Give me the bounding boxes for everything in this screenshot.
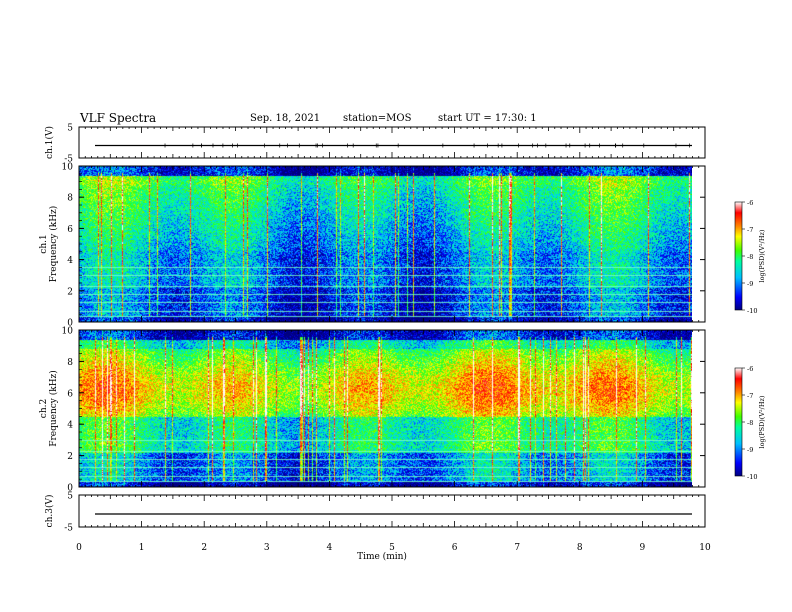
x-tick-label: 4: [327, 543, 333, 553]
y-axis-label: ch.1Frequency (kHz): [39, 206, 59, 283]
y-tick-label: 6: [67, 225, 73, 235]
date-label: Sep. 18, 2021: [250, 113, 321, 124]
x-axis-label: Time (min): [357, 551, 407, 562]
y-tick-label: -5: [64, 524, 73, 534]
y-tick-label: 6: [67, 389, 73, 399]
colorbar-tick-label: -6: [747, 365, 753, 373]
spectrogram-image: [79, 166, 692, 322]
start-time-label: start UT = 17:30: 1: [438, 113, 537, 124]
colorbar-tick-label: -7: [747, 392, 753, 400]
y-tick-label: 0: [67, 319, 73, 329]
spectrogram-image: [79, 330, 692, 487]
y-tick-label: 0: [67, 484, 73, 494]
colorbar-tick-label: -8: [747, 253, 753, 261]
y-axis-label-line: Frequency (kHz): [48, 206, 59, 283]
y-tick-label: 4: [67, 421, 73, 431]
x-tick-label: 10: [699, 543, 711, 553]
colorbar: -6 -7 -8 -9 -10 log(PSD)(V²/Hz): [734, 365, 766, 481]
x-tick-label: 1: [139, 543, 145, 553]
colorbar-tick-label: -7: [747, 226, 753, 234]
chart-title: VLF Spectra: [80, 111, 157, 125]
y-axis-label: ch.2Frequency (kHz): [39, 370, 59, 447]
panel-ch1-voltage: 5 -5 ch.1(V): [44, 124, 706, 165]
y-tick-label: -5: [64, 155, 73, 165]
y-axis-label-line: Frequency (kHz): [48, 370, 59, 447]
x-tick-label: 9: [640, 543, 646, 553]
y-tick-label: 10: [62, 163, 74, 173]
colorbar-tick-label: -9: [747, 280, 753, 288]
colorbar-bar: [734, 201, 743, 311]
y-tick-label: 8: [67, 194, 73, 204]
colorbar: -6 -7 -8 -9 -10 log(PSD)(V²/Hz): [734, 199, 766, 315]
station-label: station=MOS: [343, 113, 412, 124]
x-tick-label: 5: [389, 543, 395, 553]
colorbar-label: log(PSD)(V²/Hz): [758, 229, 766, 282]
y-tick-label: 10: [62, 327, 74, 337]
y-tick-label: 5: [67, 492, 73, 502]
x-tick-label: 2: [201, 543, 207, 553]
x-tick-label: 8: [577, 543, 583, 553]
y-tick-label: 5: [67, 124, 73, 134]
y-tick-label: 2: [67, 287, 73, 297]
panel-ch1-spectrogram: 0 2 4 6 8 10 ch.1Frequency (kHz) -6 -7 -8 -9 -10 log…: [39, 163, 766, 329]
panel-ch3-voltage: 5 -5 ch.3(V): [44, 492, 706, 534]
y-tick-label: 2: [67, 452, 73, 462]
colorbar-label: log(PSD)(V²/Hz): [758, 395, 766, 448]
y-tick-label: 4: [67, 256, 73, 266]
y-tick-label: 8: [67, 358, 73, 368]
y-axis-label-line: ch.1: [39, 234, 49, 253]
y-axis-label: ch.3(V): [44, 495, 55, 528]
x-tick-label: 7: [514, 543, 520, 553]
x-tick-label: 6: [452, 543, 458, 553]
x-tick-label: 0: [76, 543, 82, 553]
colorbar-tick-label: -6: [747, 199, 753, 207]
y-axis-label-line: ch.2: [39, 399, 49, 418]
colorbar-tick-label: -10: [747, 473, 757, 481]
colorbar-tick-label: -10: [747, 307, 757, 315]
x-axis: 0 1 2 3 4 5 6 7 8 9 10 Time (min): [76, 543, 711, 562]
y-axis-label: ch.1(V): [44, 126, 55, 159]
colorbar-tick-label: -9: [747, 446, 753, 454]
x-tick-label: 3: [264, 543, 270, 553]
panel-ch2-spectrogram: 0 2 4 6 8 10 ch.2Frequency (kHz) -6 -7 -8 -9 -10 log…: [39, 327, 766, 494]
colorbar-bar: [734, 367, 743, 477]
colorbar-tick-label: -8: [747, 419, 753, 427]
